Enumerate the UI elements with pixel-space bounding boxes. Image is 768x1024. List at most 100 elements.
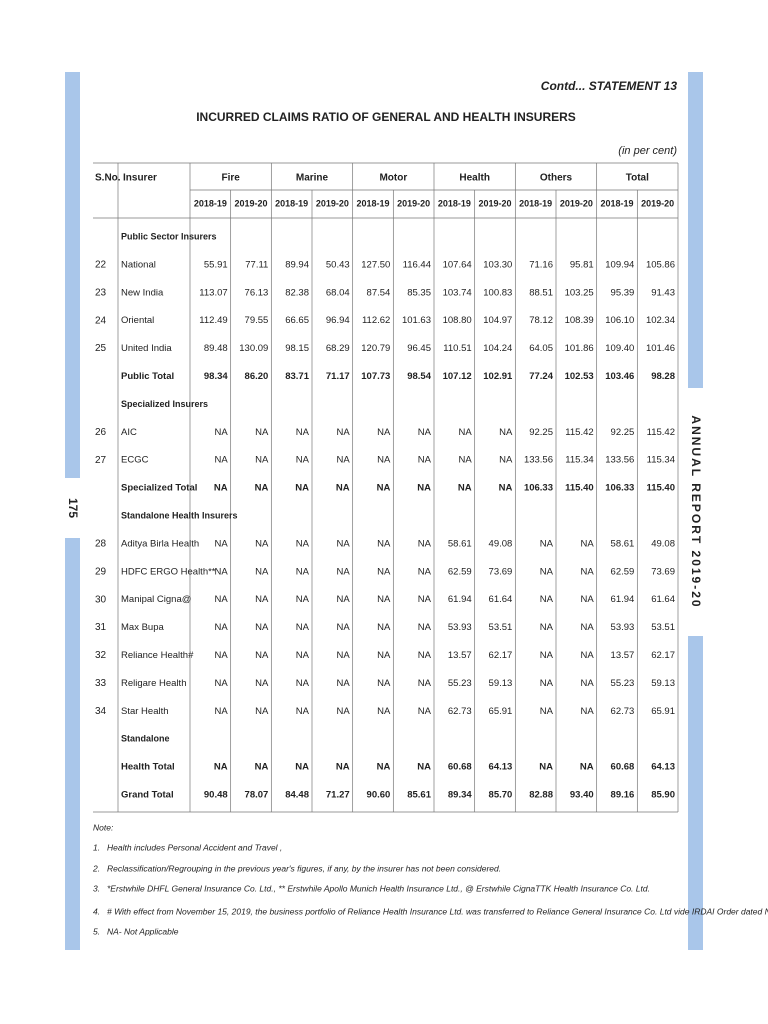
value-cell: 59.13: [489, 678, 513, 689]
value-cell: 73.69: [651, 566, 675, 577]
value-cell: 105.86: [646, 259, 675, 270]
value-cell: 89.94: [285, 259, 309, 270]
value-cell: NA: [255, 427, 269, 438]
value-cell: NA: [377, 706, 391, 717]
value-cell: 84.48: [285, 790, 309, 801]
value-cell: NA: [214, 594, 228, 605]
group-header: Marine: [296, 173, 329, 184]
value-cell: NA: [418, 566, 432, 577]
value-cell: 60.68: [611, 762, 635, 773]
page-number-box: [62, 478, 82, 538]
value-cell: 61.94: [611, 594, 635, 605]
sno-cell: 25: [95, 343, 107, 354]
value-cell: NA: [377, 566, 391, 577]
value-cell: NA: [336, 706, 350, 717]
value-cell: 78.07: [245, 790, 269, 801]
value-cell: 113.07: [199, 287, 227, 298]
value-cell: 98.15: [285, 343, 309, 354]
value-cell: NA: [296, 427, 310, 438]
note-text: NA- Not Applicable: [107, 926, 179, 936]
value-cell: 64.13: [651, 762, 675, 773]
value-cell: NA: [296, 678, 310, 689]
value-cell: 62.17: [489, 650, 513, 661]
insurer-cell: Reliance Health#: [121, 650, 194, 661]
value-cell: NA: [377, 455, 391, 466]
value-cell: 108.80: [443, 315, 472, 326]
value-cell: NA: [418, 455, 432, 466]
value-cell: 95.81: [570, 259, 594, 270]
value-cell: 49.08: [651, 538, 675, 549]
value-cell: 106.33: [605, 483, 634, 494]
year-header: 2018-19: [194, 198, 227, 208]
value-cell: 115.40: [646, 483, 675, 494]
value-cell: 71.17: [326, 371, 350, 382]
value-cell: 77.11: [245, 259, 268, 270]
value-cell: 109.94: [605, 259, 634, 270]
value-cell: 112.49: [199, 315, 227, 326]
report-box: [685, 388, 706, 636]
insurer-cell: ECGC: [121, 455, 149, 466]
value-cell: NA: [214, 566, 228, 577]
value-cell: 13.57: [611, 650, 635, 661]
sno-cell: 22: [95, 260, 107, 271]
value-cell: NA: [418, 650, 432, 661]
value-cell: NA: [580, 706, 594, 717]
value-cell: NA: [214, 455, 228, 466]
value-cell: 53.51: [489, 622, 513, 633]
value-cell: NA: [214, 427, 228, 438]
value-cell: 89.34: [448, 790, 472, 801]
value-cell: NA: [255, 650, 269, 661]
value-cell: NA: [580, 594, 594, 605]
note-number: 3.: [93, 883, 100, 893]
sno-cell: 28: [95, 539, 107, 550]
value-cell: 96.45: [407, 343, 431, 354]
insurer-cell: New India: [121, 287, 164, 298]
value-cell: NA: [540, 650, 554, 661]
value-cell: NA: [540, 566, 554, 577]
value-cell: NA: [296, 706, 310, 717]
value-cell: NA: [214, 483, 228, 494]
value-cell: 61.94: [448, 594, 472, 605]
value-cell: 107.12: [443, 371, 472, 382]
value-cell: NA: [296, 650, 310, 661]
value-cell: 103.30: [483, 259, 512, 270]
value-cell: 82.88: [529, 790, 553, 801]
value-cell: 102.91: [483, 371, 513, 382]
value-cell: 60.68: [448, 762, 472, 773]
insurer-cell: Health Total: [121, 762, 175, 773]
value-cell: NA: [377, 427, 391, 438]
value-cell: NA: [296, 622, 310, 633]
value-cell: 100.83: [483, 287, 512, 298]
value-cell: NA: [418, 678, 432, 689]
value-cell: 98.54: [407, 371, 431, 382]
value-cell: NA: [580, 538, 594, 549]
note-number: 4.: [93, 906, 100, 916]
value-cell: NA: [377, 622, 391, 633]
value-cell: NA: [540, 538, 554, 549]
section-label: Specialized Insurers: [121, 399, 208, 409]
value-cell: 64.05: [529, 343, 553, 354]
value-cell: 106.33: [524, 483, 553, 494]
value-cell: 86.20: [245, 371, 269, 382]
year-header: 2018-19: [438, 198, 471, 208]
insurer-cell: Max Bupa: [121, 622, 164, 633]
value-cell: 55.23: [448, 678, 472, 689]
value-cell: 101.46: [646, 343, 675, 354]
value-cell: 90.60: [367, 790, 391, 801]
note-text: *Erstwhile DHFL General Insurance Co. Lt…: [107, 883, 650, 893]
value-cell: NA: [377, 538, 391, 549]
value-cell: NA: [377, 483, 391, 494]
value-cell: NA: [255, 762, 269, 773]
value-cell: 116.44: [403, 259, 431, 270]
note-number: 5.: [93, 926, 100, 936]
value-cell: NA: [499, 455, 513, 466]
value-cell: 79.55: [245, 315, 269, 326]
sno-cell: 26: [95, 427, 107, 438]
value-cell: NA: [336, 538, 350, 549]
value-cell: 133.56: [605, 455, 634, 466]
note-heading: Note:: [93, 822, 114, 832]
group-header: Fire: [221, 173, 240, 184]
report-label: ANNUAL REPORT 2019-20: [689, 415, 703, 608]
value-cell: 110.51: [443, 343, 471, 354]
sno-cell: 24: [95, 315, 107, 326]
